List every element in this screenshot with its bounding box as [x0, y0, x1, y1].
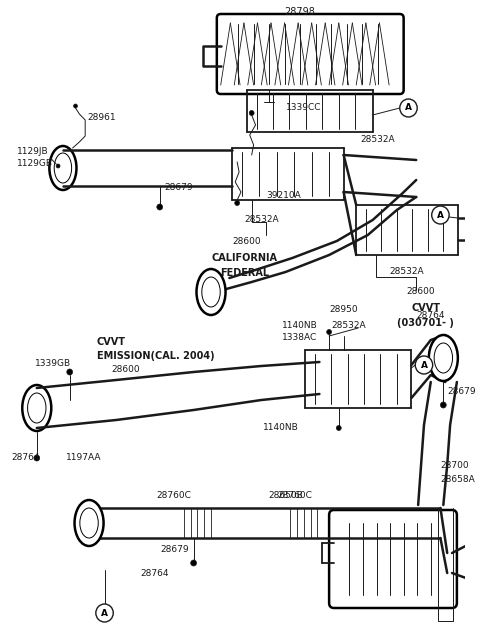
- Circle shape: [67, 369, 72, 375]
- Text: 28764: 28764: [141, 569, 169, 577]
- Text: A: A: [437, 211, 444, 220]
- Circle shape: [235, 201, 240, 206]
- Text: (030701- ): (030701- ): [397, 318, 455, 328]
- Text: 28679: 28679: [447, 387, 476, 396]
- Text: 28950: 28950: [329, 306, 358, 314]
- Text: 28679: 28679: [160, 545, 189, 555]
- Text: 1338AC: 1338AC: [282, 333, 318, 343]
- Text: 1140NB: 1140NB: [282, 321, 318, 330]
- Ellipse shape: [49, 146, 76, 190]
- Circle shape: [56, 164, 60, 168]
- Text: 28532A: 28532A: [389, 267, 424, 277]
- FancyBboxPatch shape: [217, 14, 404, 94]
- Text: EMISSION(CAL. 2004): EMISSION(CAL. 2004): [97, 351, 215, 361]
- Text: 28764: 28764: [417, 311, 445, 320]
- Text: A: A: [405, 104, 412, 113]
- Text: 28600: 28600: [407, 287, 435, 296]
- Text: 28650B: 28650B: [268, 491, 303, 501]
- Text: 1339GB: 1339GB: [35, 359, 72, 367]
- Circle shape: [327, 330, 332, 335]
- Circle shape: [249, 111, 254, 116]
- Text: 28600: 28600: [111, 365, 140, 374]
- Text: CVVT: CVVT: [411, 303, 441, 313]
- Text: 28760C: 28760C: [157, 491, 192, 501]
- Text: FEDERAL: FEDERAL: [220, 268, 269, 278]
- Text: 28961: 28961: [87, 113, 116, 123]
- Ellipse shape: [22, 385, 51, 431]
- Text: 28764: 28764: [12, 454, 40, 462]
- Text: 1129JB: 1129JB: [17, 147, 49, 157]
- Ellipse shape: [27, 393, 46, 423]
- Ellipse shape: [80, 508, 98, 538]
- Circle shape: [73, 104, 77, 108]
- Ellipse shape: [202, 277, 220, 307]
- Ellipse shape: [54, 153, 72, 183]
- Circle shape: [400, 99, 417, 117]
- Text: A: A: [101, 608, 108, 618]
- Text: CVVT: CVVT: [97, 337, 126, 347]
- Text: 1140NB: 1140NB: [263, 423, 299, 433]
- Ellipse shape: [196, 269, 226, 315]
- Circle shape: [34, 455, 40, 461]
- Text: 1339CC: 1339CC: [286, 104, 321, 113]
- Ellipse shape: [429, 335, 458, 381]
- Ellipse shape: [74, 500, 104, 546]
- Text: A: A: [420, 360, 428, 369]
- Text: 28679: 28679: [165, 184, 193, 192]
- Text: 28532A: 28532A: [331, 321, 366, 330]
- Circle shape: [336, 425, 341, 430]
- Circle shape: [157, 204, 163, 210]
- Circle shape: [432, 206, 449, 224]
- Text: 28798: 28798: [285, 7, 315, 17]
- Text: 1129GB: 1129GB: [17, 159, 53, 167]
- Text: 39210A: 39210A: [266, 191, 301, 199]
- Text: 28700: 28700: [441, 460, 469, 469]
- Text: 28532A: 28532A: [244, 216, 279, 225]
- Circle shape: [96, 604, 113, 622]
- Text: 28600: 28600: [232, 238, 261, 247]
- Text: 28658A: 28658A: [441, 476, 475, 484]
- Ellipse shape: [434, 343, 453, 373]
- Circle shape: [441, 402, 446, 408]
- Circle shape: [191, 560, 196, 566]
- Text: CALIFORNIA: CALIFORNIA: [212, 253, 278, 263]
- Circle shape: [415, 356, 432, 374]
- Text: 1197AA: 1197AA: [66, 454, 101, 462]
- Text: 28760C: 28760C: [278, 491, 312, 501]
- FancyBboxPatch shape: [329, 510, 457, 608]
- Text: 28532A: 28532A: [360, 135, 395, 145]
